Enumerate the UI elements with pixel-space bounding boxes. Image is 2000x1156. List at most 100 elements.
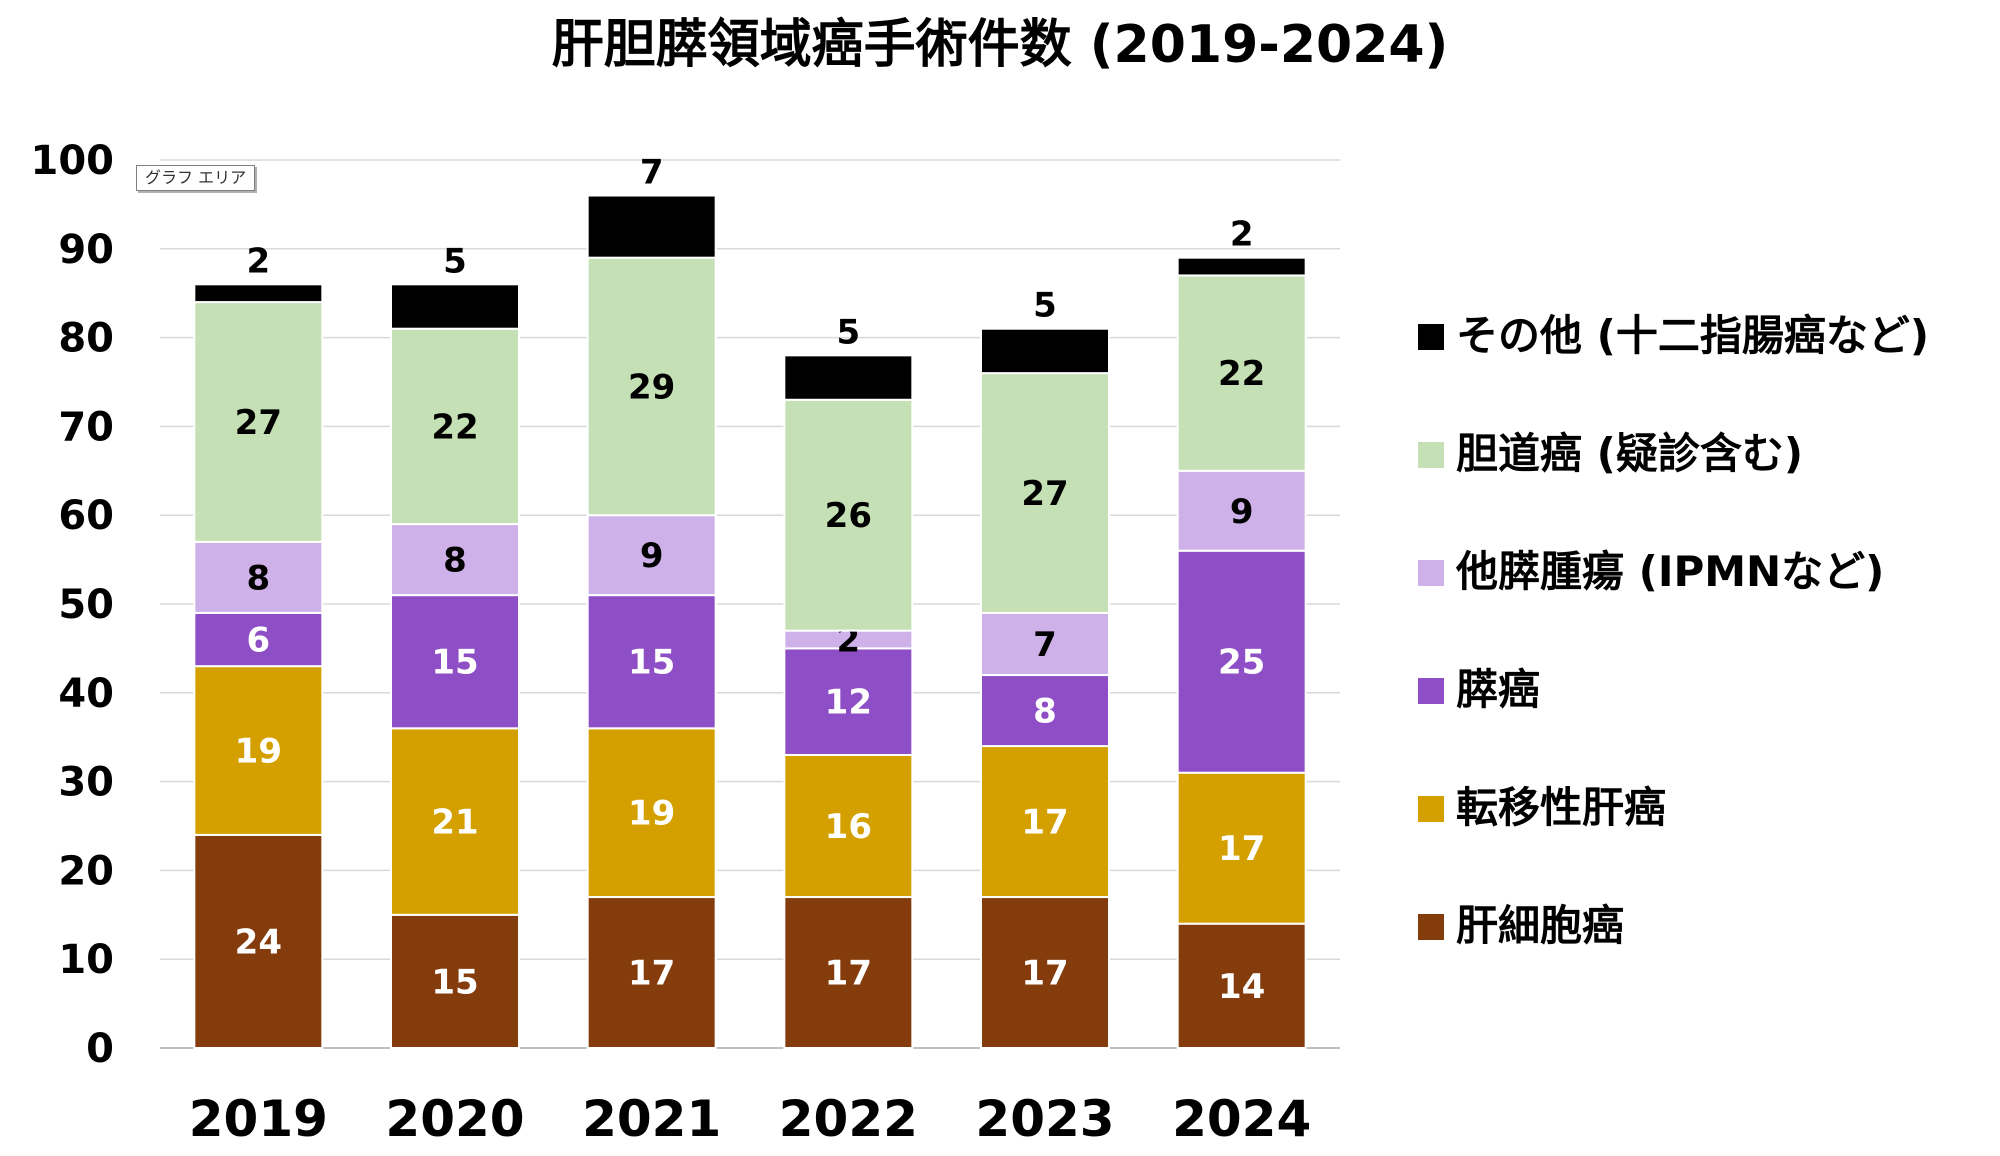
- data-label: 27: [235, 403, 282, 443]
- data-label: 15: [431, 643, 478, 683]
- legend-label: その他 (十二指腸癌など): [1456, 311, 1929, 360]
- bar-segment: [586, 256, 717, 517]
- bar-segment: [586, 896, 717, 1049]
- y-tick-label: 100: [31, 138, 115, 184]
- y-tick-label: 30: [58, 760, 114, 806]
- x-tick-label: 2024: [1172, 1090, 1311, 1148]
- bar-segment: [390, 327, 520, 526]
- legend-item: 他膵腫瘍 (IPMNなど): [1418, 547, 1884, 596]
- bar-stack-2019: 24 19 6 8 27 2: [193, 241, 324, 1049]
- data-label: 2: [246, 241, 270, 281]
- data-label: 21: [431, 803, 478, 843]
- bar-segment: [193, 611, 324, 668]
- legend-swatch: [1418, 796, 1444, 822]
- bar-segment: [193, 283, 324, 304]
- bar-segment: [783, 647, 914, 756]
- data-label: 7: [1033, 625, 1057, 665]
- data-label: 29: [628, 367, 675, 407]
- data-label: 15: [431, 962, 478, 1002]
- bar-segment: [193, 540, 324, 614]
- bar-segment: [193, 833, 324, 1049]
- data-label: 5: [836, 312, 860, 352]
- x-tick-label: 2021: [582, 1090, 721, 1148]
- data-label: 17: [1021, 954, 1068, 994]
- bar-stack-2020: 15 21 15 8 22 5: [390, 241, 520, 1049]
- bar-segment: [193, 665, 324, 836]
- data-label: 6: [246, 621, 270, 661]
- x-tick-label: 2022: [779, 1090, 918, 1148]
- bar-segment: [783, 398, 914, 632]
- legend-item: 胆道癌 (疑診含む): [1418, 429, 1803, 478]
- data-label: 5: [443, 241, 467, 281]
- data-label: 2: [1230, 215, 1254, 255]
- bar-segment: [980, 611, 1110, 677]
- gridlines: [160, 159, 1340, 1049]
- bar-segment: [586, 194, 717, 259]
- y-tick-label: 80: [58, 316, 114, 362]
- legend-item: その他 (十二指腸癌など): [1418, 311, 1929, 360]
- legend-label: 他膵腫瘍 (IPMNなど): [1455, 547, 1884, 596]
- data-label: 7: [640, 153, 664, 193]
- bar-stack-2023: 17 17 8 7 27 5: [980, 286, 1110, 1049]
- data-label: 12: [825, 683, 872, 723]
- bars: 2419682721521158225171915929717161222651…: [193, 153, 1307, 1049]
- legend-swatch: [1418, 914, 1444, 940]
- bar-segment: [1176, 771, 1307, 925]
- data-label: 25: [1218, 643, 1265, 683]
- legend-label: 胆道癌 (疑診含む): [1456, 429, 1803, 478]
- bar-segment: [783, 354, 914, 401]
- data-label: 8: [1033, 692, 1057, 732]
- y-tick-label: 20: [58, 848, 114, 894]
- data-label: 8: [443, 541, 467, 581]
- data-label: 22: [431, 407, 478, 447]
- x-tick-label: 2019: [189, 1090, 328, 1148]
- bar-segment: [1176, 256, 1307, 277]
- bar-segment: [980, 896, 1110, 1049]
- x-tick-label: 2020: [385, 1090, 524, 1148]
- x-axis-ticks: 2019 2020 2021 2022 2023 2024: [189, 1090, 1312, 1148]
- data-label: 14: [1218, 967, 1265, 1007]
- bar-segment: [980, 745, 1110, 899]
- legend: その他 (十二指腸癌など) 胆道癌 (疑診含む) 他膵腫瘍 (IPMNなど) 膵癌転移…: [1418, 311, 1929, 950]
- chart-title: 肝胆膵領域癌手術件数 (2019-2024): [552, 15, 1449, 75]
- legend-item: 転移性肝癌: [1418, 783, 1666, 832]
- legend-label: 膵癌: [1456, 665, 1540, 714]
- bar-segment: [390, 594, 520, 730]
- bar-segment: [586, 727, 717, 899]
- data-label: 16: [825, 807, 872, 847]
- chart-area-tooltip: グラフ エリア: [136, 165, 256, 191]
- legend-item: 肝細胞癌: [1418, 901, 1624, 950]
- data-label: 17: [628, 954, 675, 994]
- data-label: 9: [1230, 492, 1254, 532]
- legend-item: 膵癌: [1418, 665, 1540, 714]
- legend-swatch: [1418, 678, 1444, 704]
- data-label: 5: [1033, 286, 1057, 326]
- data-label: 9: [640, 536, 664, 576]
- data-label: 24: [235, 922, 282, 962]
- y-tick-label: 0: [86, 1026, 114, 1072]
- data-label: 17: [1021, 803, 1068, 843]
- y-tick-label: 90: [58, 227, 114, 273]
- y-tick-label: 10: [58, 937, 114, 983]
- bar-segment: [980, 674, 1110, 748]
- legend-swatch: [1418, 324, 1444, 350]
- data-label: 8: [246, 558, 270, 598]
- legend-swatch: [1418, 442, 1444, 468]
- y-tick-label: 50: [58, 582, 114, 628]
- y-tick-label: 70: [58, 404, 114, 450]
- legend-label: 転移性肝癌: [1456, 783, 1666, 832]
- bar-segment: [783, 896, 914, 1049]
- y-tick-label: 60: [58, 493, 114, 539]
- data-label: 19: [628, 794, 675, 834]
- data-label: 26: [825, 496, 872, 536]
- bar-segment: [193, 301, 324, 543]
- bar-segment: [390, 283, 520, 330]
- bar-segment: [586, 594, 717, 730]
- x-tick-label: 2023: [975, 1090, 1114, 1148]
- bar-stack-2021: 17 19 15 9 29 7: [586, 153, 717, 1049]
- legend-swatch: [1418, 560, 1444, 586]
- legend-label: 肝細胞癌: [1456, 901, 1624, 950]
